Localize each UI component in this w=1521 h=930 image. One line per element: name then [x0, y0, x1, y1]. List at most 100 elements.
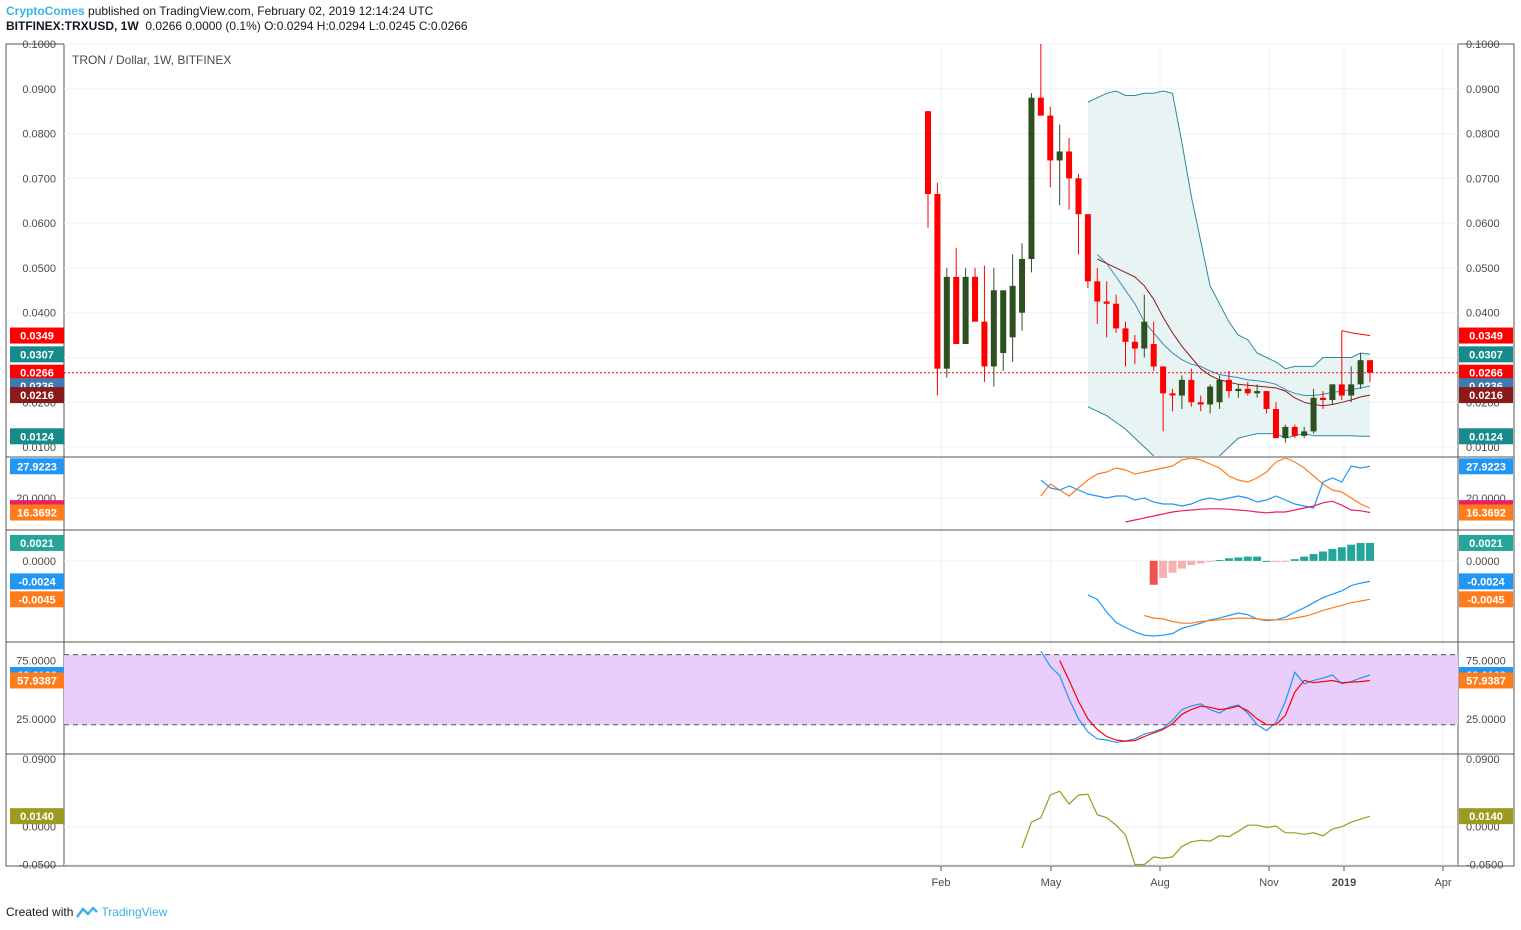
footer-brand[interactable]: TradingView [101, 905, 168, 919]
y-tick-label-left: 0.0000 [22, 822, 56, 834]
candle [943, 267, 950, 378]
value-label-box [10, 364, 64, 381]
macd-histogram-bar [1356, 542, 1365, 561]
dmi-pane-series-line [1125, 500, 1371, 523]
y-tick-label-right: 0.0700 [1466, 173, 1500, 185]
candle [1037, 44, 1044, 116]
candle-body [1103, 301, 1110, 304]
y-tick-label-right: 75.0000 [1466, 656, 1506, 668]
chart-frame [5, 43, 1515, 867]
candle-body [1263, 391, 1270, 409]
y-tick-label-left: 0.1000 [22, 39, 56, 51]
value-label-box [1459, 387, 1513, 404]
stoch-pane-value-label-left: 57.9387 [10, 672, 64, 689]
price-value-label-left: 0.0124 [10, 428, 64, 445]
momentum-pane [1021, 790, 1371, 866]
candle [1216, 375, 1223, 409]
publish-line: CryptoComes published on TradingView.com… [6, 4, 1506, 19]
value-label-box [1459, 591, 1513, 608]
macd-histogram-bar [1224, 558, 1233, 561]
x-tick-label: 2019 [1332, 877, 1356, 889]
value-label-text: 0.0349 [20, 331, 54, 343]
candle [981, 265, 988, 383]
candle [1113, 294, 1120, 333]
x-axis: Feb May Aug Nov 2019 Apr [932, 866, 1452, 889]
y-tick-label-left: 0.0400 [22, 308, 56, 320]
candle-body [1056, 151, 1063, 161]
candle-body [1235, 388, 1242, 392]
author-link[interactable]: CryptoComes [6, 4, 85, 18]
macd-pane-value-label-left: -0.0024 [10, 573, 64, 590]
y-tick-label-right: 0.0400 [1466, 308, 1500, 320]
macd-histogram-bar [1234, 557, 1243, 561]
y-tick-label-left: 0.0900 [22, 754, 56, 766]
value-label-text: 0.0216 [20, 390, 54, 402]
candle [1367, 360, 1373, 383]
candle-body [1319, 397, 1326, 401]
price-value-label-right: 0.0216 [1459, 387, 1513, 404]
momentum-pane-y-axis: 0.0900 0.0900 0.0000 0.0000 -0.0500 -0.0500 [19, 754, 1504, 872]
value-label-box [1459, 534, 1513, 551]
value-label-box [10, 428, 64, 445]
value-label-box [1459, 364, 1513, 381]
candle [1225, 370, 1232, 398]
y-tick-label-left: 0.0800 [22, 129, 56, 141]
symbol-label: BITFINEX:TRXUSD, 1W [6, 19, 139, 33]
price-value-label-left: 0.0266 [10, 364, 64, 381]
dmi-pane-series-line [1040, 458, 1371, 509]
candle [1244, 382, 1251, 396]
stoch-band-fill [64, 654, 1458, 725]
value-label-text: 0.0266 [1469, 368, 1503, 380]
candle [1169, 388, 1176, 412]
macd-histogram-bar [1281, 560, 1290, 562]
macd-histogram-bar [1149, 560, 1158, 585]
candle [1131, 335, 1138, 365]
candle-body [943, 276, 950, 369]
stoch-pane-value-label-right: 57.9387 [1459, 672, 1513, 689]
candle-body [953, 276, 960, 345]
macd-pane-value-label-right: -0.0045 [1459, 591, 1513, 608]
candle-body [1037, 97, 1044, 116]
price-value-label-left: 0.0307 [10, 346, 64, 363]
value-label-box [10, 573, 64, 590]
y-tick-label-right: 0.0500 [1466, 263, 1500, 275]
candle [1207, 384, 1214, 414]
value-label-text: -0.0024 [1467, 576, 1505, 588]
value-label-text: 0.0349 [1469, 331, 1503, 343]
y-tick-label-left: 0.0500 [22, 263, 56, 275]
dmi-pane [1040, 458, 1371, 523]
value-label-box [10, 534, 64, 551]
candle-body [1047, 115, 1054, 161]
candle-body [1329, 384, 1336, 401]
candle-body [1338, 384, 1345, 396]
candle [934, 182, 941, 396]
chart-header: CryptoComes published on TradingView.com… [6, 4, 1506, 34]
macd-histogram-bar [1290, 559, 1299, 561]
candle-body [1188, 379, 1195, 403]
macd-pane-series-line [1144, 598, 1371, 624]
candle-body [1141, 321, 1148, 349]
macd-histogram-bar [1337, 547, 1346, 561]
candle [1075, 173, 1082, 255]
value-label-text: 16.3692 [17, 508, 57, 520]
price-value-label-right: 0.0307 [1459, 346, 1513, 363]
momentum-pane-series-line [1021, 790, 1371, 866]
macd-pane-value-label-right: 0.0021 [1459, 534, 1513, 551]
macd-histogram-bar [1271, 560, 1280, 562]
value-label-text: 0.0307 [20, 349, 54, 361]
price-value-label-right: 0.0124 [1459, 428, 1513, 445]
x-tick-label: Apr [1434, 877, 1451, 889]
candle-body [1225, 379, 1232, 392]
candle-body [1178, 379, 1185, 396]
y-tick-label-left: 0.0100 [22, 442, 56, 454]
candle [1235, 384, 1242, 398]
candle-body [1244, 388, 1251, 394]
y-tick-label-left: -0.0500 [19, 859, 56, 871]
y-tick-label-left: 25.0000 [16, 714, 56, 726]
candle-body [1301, 431, 1308, 436]
candle [953, 247, 960, 345]
candle-body [1160, 366, 1167, 394]
value-label-text: 57.9387 [17, 675, 57, 687]
y-tick-label-right: 0.1000 [1466, 39, 1500, 51]
